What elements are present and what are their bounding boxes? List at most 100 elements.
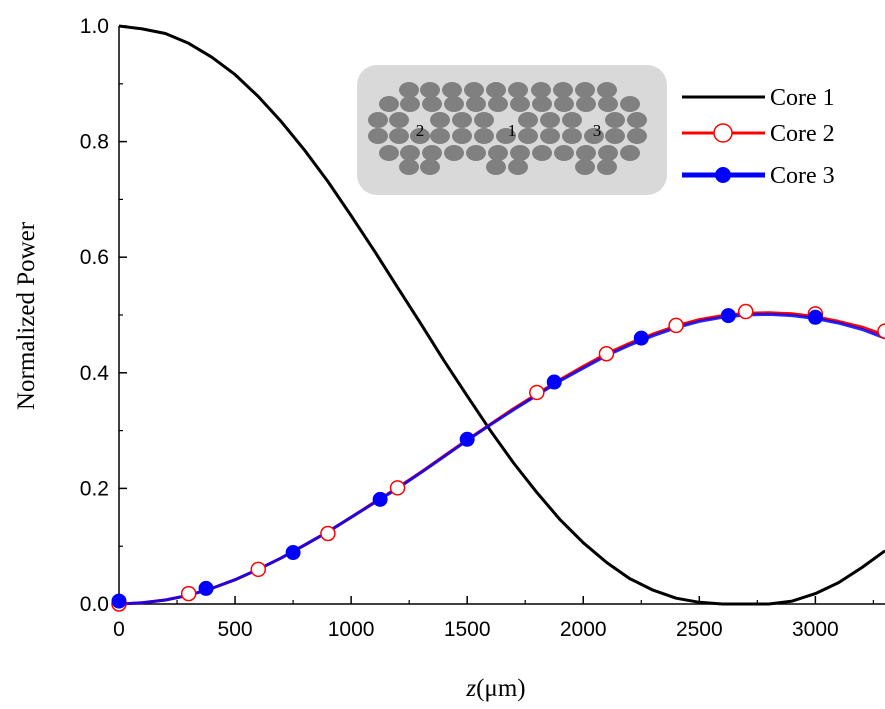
series-marker-core-3 [459, 431, 475, 447]
inset-core [575, 82, 595, 98]
inset-core [474, 112, 494, 128]
inset-core [488, 96, 508, 112]
series-marker-core-2 [877, 323, 885, 339]
inset-core [400, 96, 420, 112]
inset-core [389, 112, 409, 128]
inset-core [508, 82, 528, 98]
inset-core [422, 145, 442, 161]
inset-core [464, 82, 484, 98]
inset-core [368, 128, 388, 144]
inset-core [531, 82, 551, 98]
series-marker-core-3 [285, 545, 301, 561]
series-marker-core-3 [372, 491, 388, 507]
inset-core [508, 159, 528, 175]
inset-core [400, 145, 420, 161]
series-marker-core-2 [668, 317, 684, 334]
inset-core [576, 145, 596, 161]
y-tick-label: 0.2 [80, 477, 109, 500]
inset-core [597, 82, 617, 98]
inset-core [532, 96, 552, 112]
series-marker-core-2 [598, 345, 615, 362]
inset-core [510, 145, 530, 161]
x-tick-label: 1500 [444, 618, 491, 641]
fiber-cross-section-inset: 2 1 3 [357, 65, 667, 195]
y-tick-label: 0.0 [80, 593, 109, 616]
inset-core [553, 82, 573, 98]
legend-marker-core-2 [713, 123, 733, 143]
x-tick-label: 2500 [676, 618, 723, 641]
x-tick-label: 2000 [560, 618, 607, 641]
inset-core [466, 96, 486, 112]
inset-core [452, 112, 472, 128]
inset-core [554, 96, 574, 112]
inset-core [399, 159, 419, 175]
x-tick-label: 500 [218, 618, 253, 641]
inset-core [486, 82, 506, 98]
inset-core [430, 112, 450, 128]
inset-core [605, 128, 625, 144]
series-marker-core-2 [250, 561, 267, 578]
inset-core [518, 128, 538, 144]
legend-label-core-2: Core 2 [770, 121, 835, 147]
y-tick-label: 0.4 [80, 362, 110, 385]
inset-core [420, 82, 440, 98]
inset-core [410, 128, 430, 144]
inset-core [620, 145, 640, 161]
series-markers [111, 303, 885, 612]
inset-core [379, 96, 399, 112]
inset-core [540, 112, 560, 128]
y-tick-label: 0.6 [80, 246, 109, 269]
inset-core [575, 159, 595, 175]
inset-core [466, 145, 486, 161]
series-line-core-1 [118, 24, 885, 606]
inset-core-label: 2 [416, 121, 425, 140]
series-marker-core-3 [546, 374, 562, 390]
inset-core [554, 145, 574, 161]
inset-core [430, 128, 450, 144]
legend-label-core-1: Core 1 [770, 85, 835, 111]
inset-core [444, 96, 464, 112]
inset-core [605, 112, 625, 128]
legend-marker-core-3 [715, 167, 731, 183]
inset-core [496, 128, 516, 144]
series-marker-core-3 [720, 308, 736, 324]
series-marker-core-2 [180, 585, 197, 602]
inset-core [540, 128, 560, 144]
x-tick-label: 3000 [792, 618, 839, 641]
inset-core [399, 82, 419, 98]
inset-core [532, 145, 552, 161]
series-marker-core-3 [111, 593, 127, 609]
inset-core [368, 112, 388, 128]
x-tick-label: 0 [113, 618, 125, 641]
inset-core [562, 128, 582, 144]
inset-core [627, 128, 647, 144]
inset-core [576, 96, 596, 112]
series-line-core-3 [118, 312, 885, 606]
inset-core [598, 96, 618, 112]
inset-core [510, 96, 530, 112]
series-marker-core-2 [320, 525, 336, 542]
y-axis-title: Normalized Power [13, 221, 40, 410]
inset-core-label: 3 [593, 121, 602, 140]
y-tick-label: 1.0 [80, 15, 109, 38]
series-marker-core-2 [529, 384, 545, 401]
x-axis-title-variable: z [465, 675, 476, 702]
series-lines [118, 24, 885, 606]
inset-core [584, 128, 604, 144]
inset-core-label: 1 [508, 121, 517, 140]
inset-core [486, 159, 506, 175]
inset-core [389, 128, 409, 144]
inset-core [620, 96, 640, 112]
legend-label-core-3: Core 3 [770, 163, 835, 189]
y-tick-label: 0.8 [80, 131, 109, 154]
tick-labels: 0 500 1000 1500 2000 2500 3000 0.0 0.2 0.4 0.6 0.8 1… [80, 15, 839, 641]
inset-core [442, 82, 462, 98]
inset-core [488, 145, 508, 161]
x-axis-title-unit: (μm) [476, 675, 526, 702]
series-marker-core-2 [737, 303, 754, 320]
legend: Core 1 Core 2 Core 3 [682, 85, 835, 189]
series-marker-core-3 [198, 580, 214, 596]
series-marker-core-3 [807, 309, 823, 325]
x-axis-title: z(μm) [465, 675, 525, 702]
